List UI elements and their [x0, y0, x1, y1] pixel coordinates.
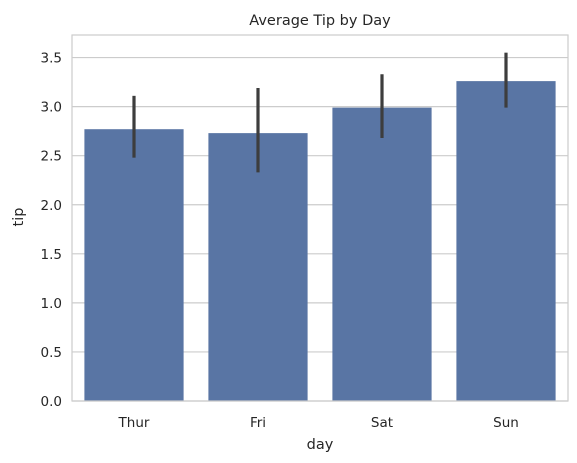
x-tick-labels: Thur Fri Sat Sun — [118, 415, 519, 431]
x-tick-label: Sun — [493, 415, 519, 431]
x-tick-label: Thur — [118, 415, 150, 431]
error-bars — [132, 52, 508, 173]
plot-frame — [71, 34, 569, 402]
y-axis-label: tip — [11, 208, 27, 227]
chart-title: Average Tip by Day — [249, 13, 391, 29]
bar-thur — [84, 129, 184, 401]
plot-spines — [71, 34, 569, 402]
y-tick-label: 0.0 — [41, 394, 62, 410]
x-tick-label: Sat — [371, 415, 393, 431]
y-tick-label: 1.5 — [41, 247, 62, 263]
y-tick-label: 1.0 — [41, 296, 62, 312]
x-tick-label: Fri — [250, 415, 266, 431]
bar-fri — [208, 133, 308, 401]
bar-sat — [332, 107, 432, 401]
y-tick-label: 3.5 — [41, 51, 62, 67]
y-tick-labels: 0.0 0.5 1.0 1.5 2.0 2.5 3.0 3.5 — [41, 51, 62, 410]
x-axis-label: day — [307, 437, 334, 453]
y-tick-label: 3.0 — [41, 100, 62, 116]
y-tick-label: 2.0 — [41, 198, 62, 214]
bars — [84, 81, 556, 401]
y-tick-label: 2.5 — [41, 149, 62, 165]
y-tick-label: 0.5 — [41, 345, 62, 361]
bar-sun — [456, 81, 556, 401]
